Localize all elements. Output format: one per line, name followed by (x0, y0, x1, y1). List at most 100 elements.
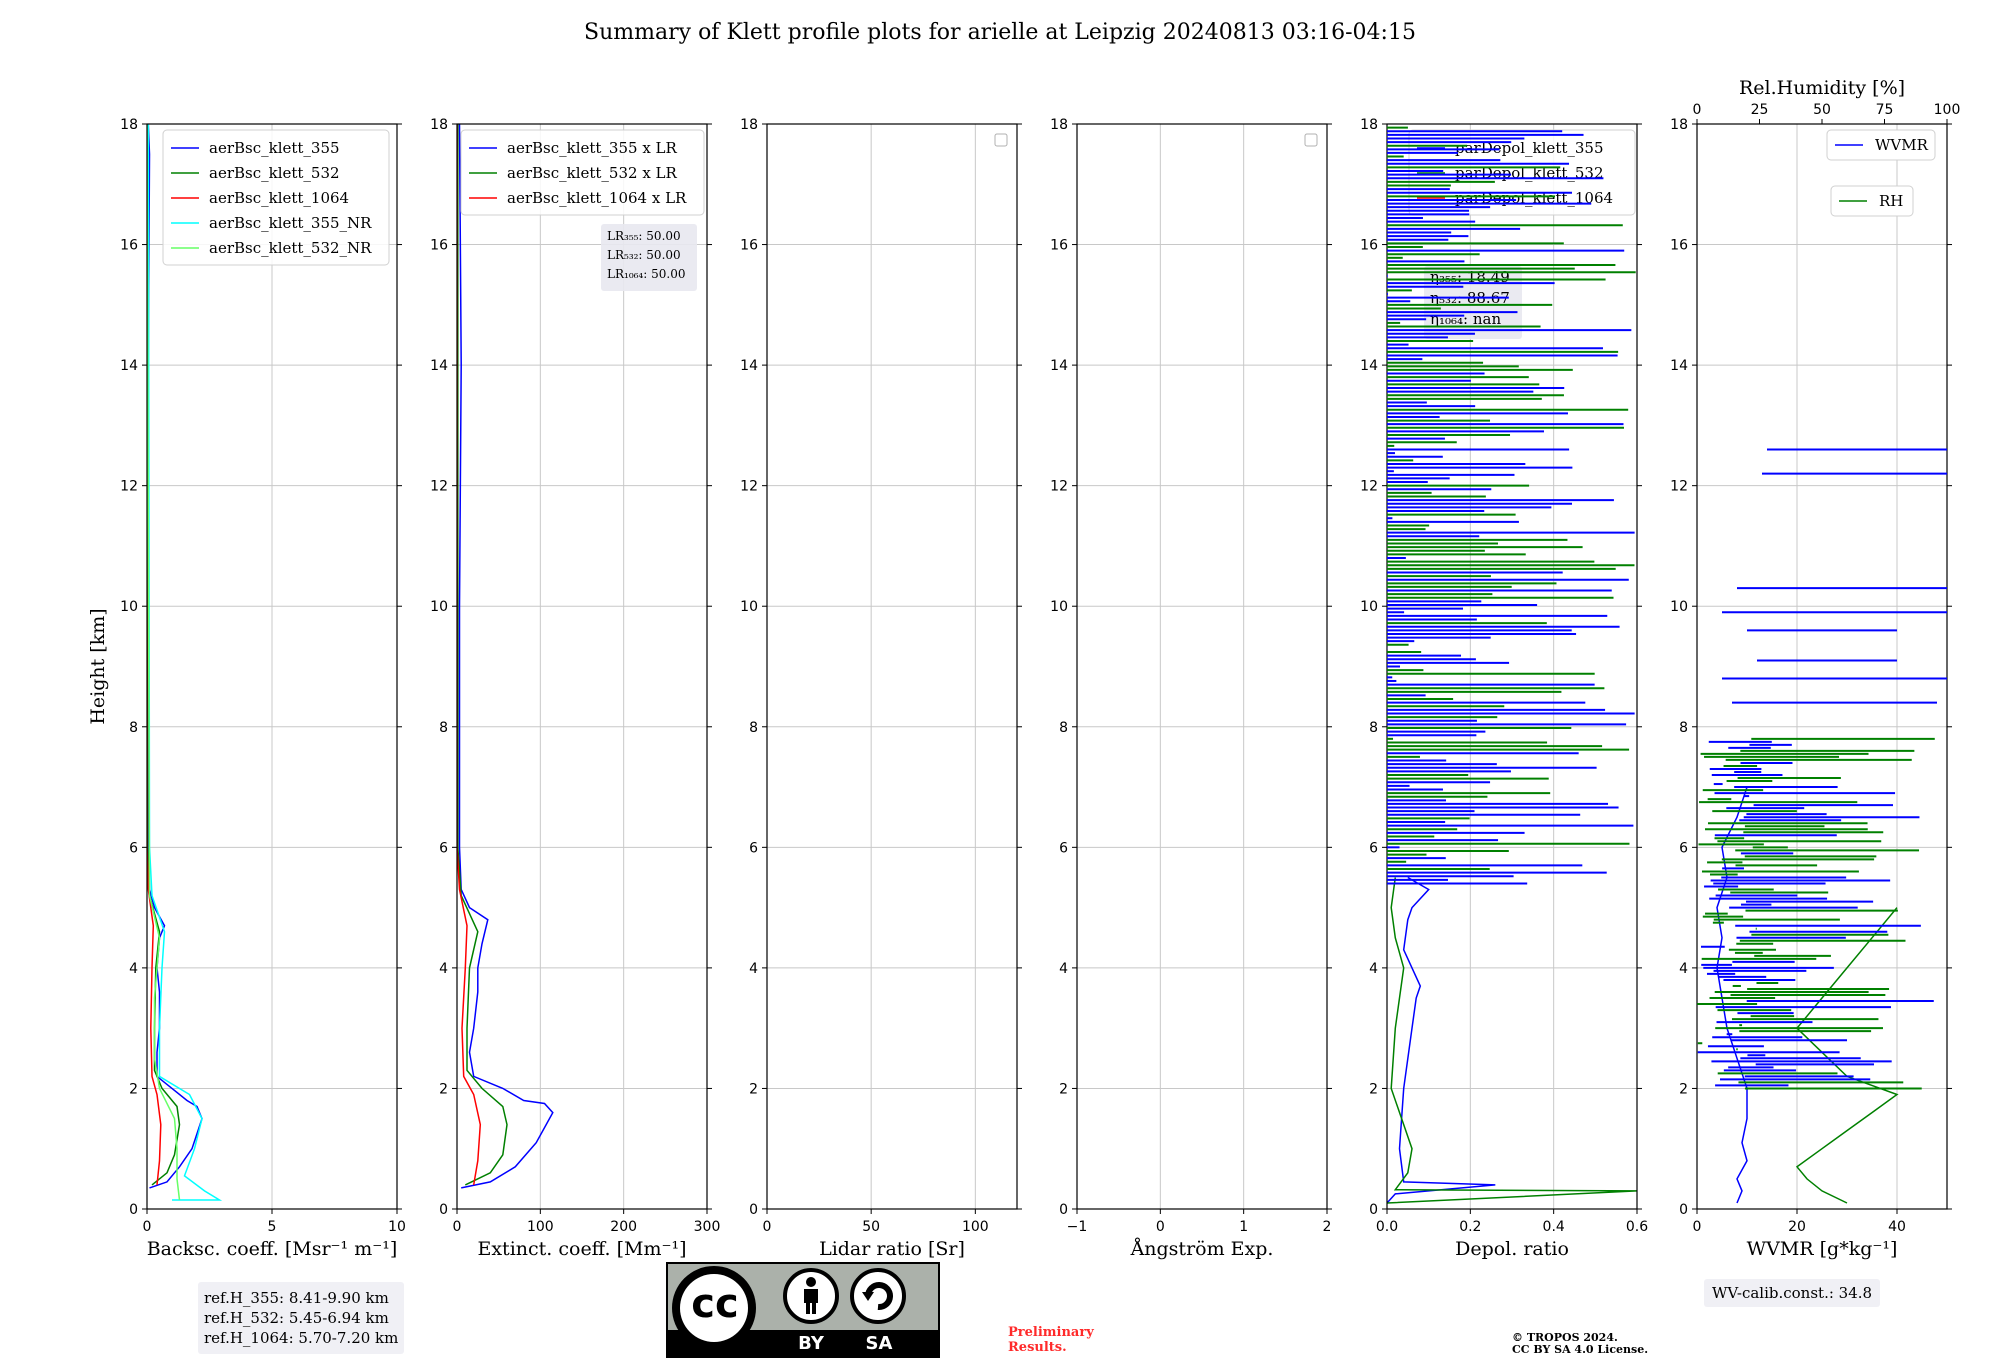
y-tick-label: 0 (439, 1202, 448, 1218)
legend-box (1408, 129, 1636, 216)
y-tick-label: 14 (1360, 358, 1378, 374)
x-axis-label: Depol. ratio (1455, 1238, 1569, 1260)
y-tick-label: 18 (1050, 117, 1068, 133)
series-line-aerBsc_klett_532_NR (147, 124, 181, 1201)
x2-tick-label: 25 (1751, 102, 1769, 118)
y-tick-label: 4 (1679, 961, 1688, 977)
x-tick-label: 300 (694, 1219, 721, 1235)
x-tick-label: 0 (1693, 1219, 1702, 1235)
x-tick-label: 200 (610, 1219, 637, 1235)
legend-entry: aerBsc_klett_355 x LR (507, 139, 678, 157)
x-tick-label: 20 (1788, 1219, 1806, 1235)
x-tick-label: 40 (1888, 1219, 1906, 1235)
y-tick-label: 8 (439, 720, 448, 736)
y-tick-label: 6 (1059, 840, 1068, 856)
y-tick-label: 4 (129, 961, 138, 977)
axes-frame (1076, 123, 1328, 1210)
x-tick-label: 2 (1323, 1219, 1332, 1235)
x-tick-label: 0.0 (1376, 1219, 1398, 1235)
y-tick-label: 12 (1670, 479, 1688, 495)
x2-tick-label: 0 (1693, 102, 1702, 118)
y-tick-label: 16 (1360, 238, 1378, 254)
copyright-line-1: © TROPOS 2024. (1512, 1331, 1618, 1344)
panel-backscatter: 0 5 10 0 2 4 6 8 10 12 14 16 18 Backsc. coeff. [Msr⁻¹… (87, 117, 406, 1260)
y-tick-label: 4 (749, 961, 758, 977)
y-tick-label: 10 (430, 599, 448, 615)
x-axis-label: Extinct. coeff. [Mm⁻¹] (477, 1238, 686, 1260)
y-tick-label: 6 (129, 840, 138, 856)
legend-box (1826, 129, 1936, 161)
legend-entry: WVMR (1875, 136, 1929, 154)
y-tick-label: 2 (1679, 1081, 1688, 1097)
x2-axis-label: Rel.Humidity [%] (1739, 77, 1905, 99)
x-tick-label: 100 (527, 1219, 554, 1235)
figure-title: Summary of Klett profile plots for ariel… (584, 20, 1416, 45)
sa-label: SA (865, 1333, 893, 1354)
y-tick-label: 18 (120, 117, 138, 133)
legend-entry: aerBsc_klett_1064 x LR (507, 189, 687, 207)
x-tick-label: −1 (1067, 1219, 1088, 1235)
legend-entry: aerBsc_klett_355 (209, 139, 340, 157)
series-line-aerBsc_klett_532 x LR (457, 124, 508, 1186)
y-tick-label: 12 (1360, 479, 1378, 495)
series-line-aerBsc_klett_355 x LR (458, 124, 554, 1189)
legend-entry: aerBsc_klett_532 (209, 164, 340, 182)
y-tick-label: 18 (1670, 117, 1688, 133)
y-tick-label: 10 (1050, 599, 1068, 615)
series-line-aerBsc_klett_532 (147, 124, 181, 1186)
legend-entry: aerBsc_klett_1064 (209, 189, 349, 207)
cc-logo-text: cc (691, 1281, 739, 1327)
y-tick-label: 6 (439, 840, 448, 856)
y-tick-label: 0 (1679, 1202, 1688, 1218)
y-tick-label: 16 (430, 238, 448, 254)
series-line-aerBsc_klett_355 (147, 124, 203, 1189)
x-tick-label: 0.2 (1459, 1219, 1481, 1235)
y-tick-label: 16 (120, 238, 138, 254)
x2-tick-label: 50 (1813, 102, 1831, 118)
y-tick-label: 12 (1050, 479, 1068, 495)
y-tick-label: 16 (1670, 238, 1688, 254)
empty-legend-box (1304, 133, 1318, 147)
annotation-line: η₁₀₆₄: nan (1430, 310, 1501, 328)
panel-extinction: 0 100 200 300 0 2 4 6 8 10 12 14 16 18 Extinct. coeff.… (430, 117, 720, 1260)
legend-entry: parDepol_klett_355 (1455, 139, 1604, 157)
annotation-line: LR₅₃₂: 50.00 (607, 248, 681, 262)
y-tick-label: 14 (120, 358, 138, 374)
y-tick-label: 10 (1670, 599, 1688, 615)
preliminary-line-2: Results. (1008, 1340, 1067, 1355)
series-line-parDepol_klett_355 (1387, 876, 1496, 1204)
x-axis-label: Ångström Exp. (1130, 1238, 1274, 1260)
legend-box (162, 129, 390, 266)
y-tick-label: 0 (1059, 1202, 1068, 1218)
preliminary-note: Preliminary Results. (1008, 1325, 1094, 1355)
ref-height-532: ref.H_532: 5.45-6.94 km (204, 1309, 389, 1327)
series-line-parDepol_klett_532 (1387, 877, 1637, 1204)
axes-frame (766, 123, 1018, 1210)
x2-tick-label: 75 (1876, 102, 1894, 118)
preliminary-line-1: Preliminary (1008, 1325, 1094, 1340)
x-tick-label: 0 (453, 1219, 462, 1235)
y-tick-label: 6 (749, 840, 758, 856)
y-tick-label: 14 (740, 358, 758, 374)
y-tick-label: 18 (740, 117, 758, 133)
ref-height-355: ref.H_355: 8.41-9.90 km (204, 1289, 389, 1307)
x-tick-label: 100 (962, 1219, 989, 1235)
y-tick-label: 14 (1050, 358, 1068, 374)
y-tick-label: 4 (1369, 961, 1378, 977)
y-tick-label: 2 (749, 1081, 758, 1097)
x-tick-label: 0 (763, 1219, 772, 1235)
ref-height-1064: ref.H_1064: 5.70-7.20 km (204, 1329, 399, 1347)
x-axis-label: WVMR [g*kg⁻¹] (1747, 1238, 1898, 1260)
y-tick-label: 10 (120, 599, 138, 615)
x-tick-label: 0.6 (1626, 1219, 1648, 1235)
legend-box (1830, 185, 1914, 217)
y-tick-label: 16 (740, 238, 758, 254)
y-tick-label: 4 (439, 961, 448, 977)
annotation-line: LR₃₅₅: 50.00 (607, 229, 681, 243)
y-tick-label: 12 (120, 479, 138, 495)
y-tick-label: 4 (1059, 961, 1068, 977)
reference-height-box: ref.H_355: 8.41-9.90 km ref.H_532: 5.45-… (198, 1282, 405, 1354)
copyright-line-2: CC BY SA 4.0 License. (1512, 1343, 1649, 1356)
annotation-line: LR₁₀₆₄: 50.00 (607, 267, 685, 281)
